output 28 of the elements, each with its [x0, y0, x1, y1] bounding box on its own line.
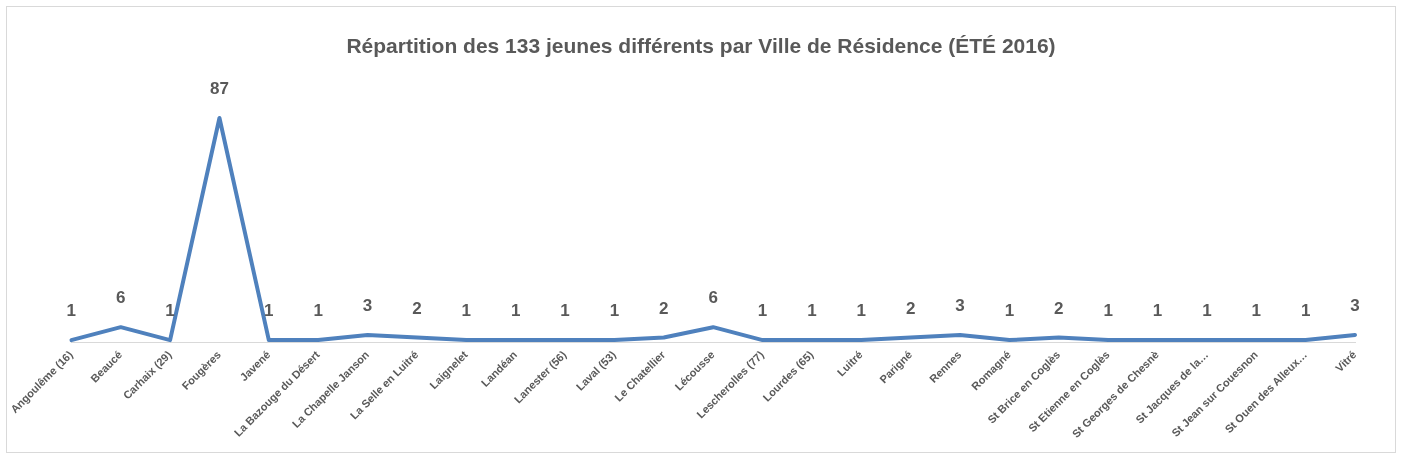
data-label: 1	[1202, 301, 1212, 321]
data-label: 3	[362, 296, 373, 316]
data-label: 1	[757, 301, 768, 321]
data-label: 1	[66, 301, 77, 321]
data-label: 87	[210, 79, 229, 99]
data-label: 2	[412, 298, 422, 318]
data-label: 1	[510, 301, 521, 321]
data-label: 1	[313, 301, 323, 321]
data-label: 1	[1103, 301, 1113, 321]
chart-title: Répartition des 133 jeunes différents par Ville de Résidence (ÉTÉ 2016)	[346, 34, 1056, 58]
data-label: 1	[461, 301, 472, 321]
data-label: 1	[1004, 301, 1015, 321]
data-label: 1	[165, 301, 175, 321]
data-label: 2	[1054, 298, 1064, 318]
data-label: 1	[1300, 301, 1311, 321]
data-label: 1	[560, 301, 570, 321]
data-label: 1	[609, 301, 620, 321]
data-label: 6	[115, 288, 126, 308]
data-label: 2	[905, 298, 916, 318]
data-label: 2	[659, 298, 669, 318]
data-label: 6	[708, 288, 718, 308]
data-label: 1	[807, 301, 817, 321]
data-label: 1	[1251, 301, 1261, 321]
data-label: 1	[1152, 301, 1163, 321]
data-label: 1	[264, 301, 274, 321]
data-label: 3	[955, 296, 965, 316]
data-label: 1	[856, 301, 867, 321]
data-label: 3	[1350, 296, 1360, 316]
